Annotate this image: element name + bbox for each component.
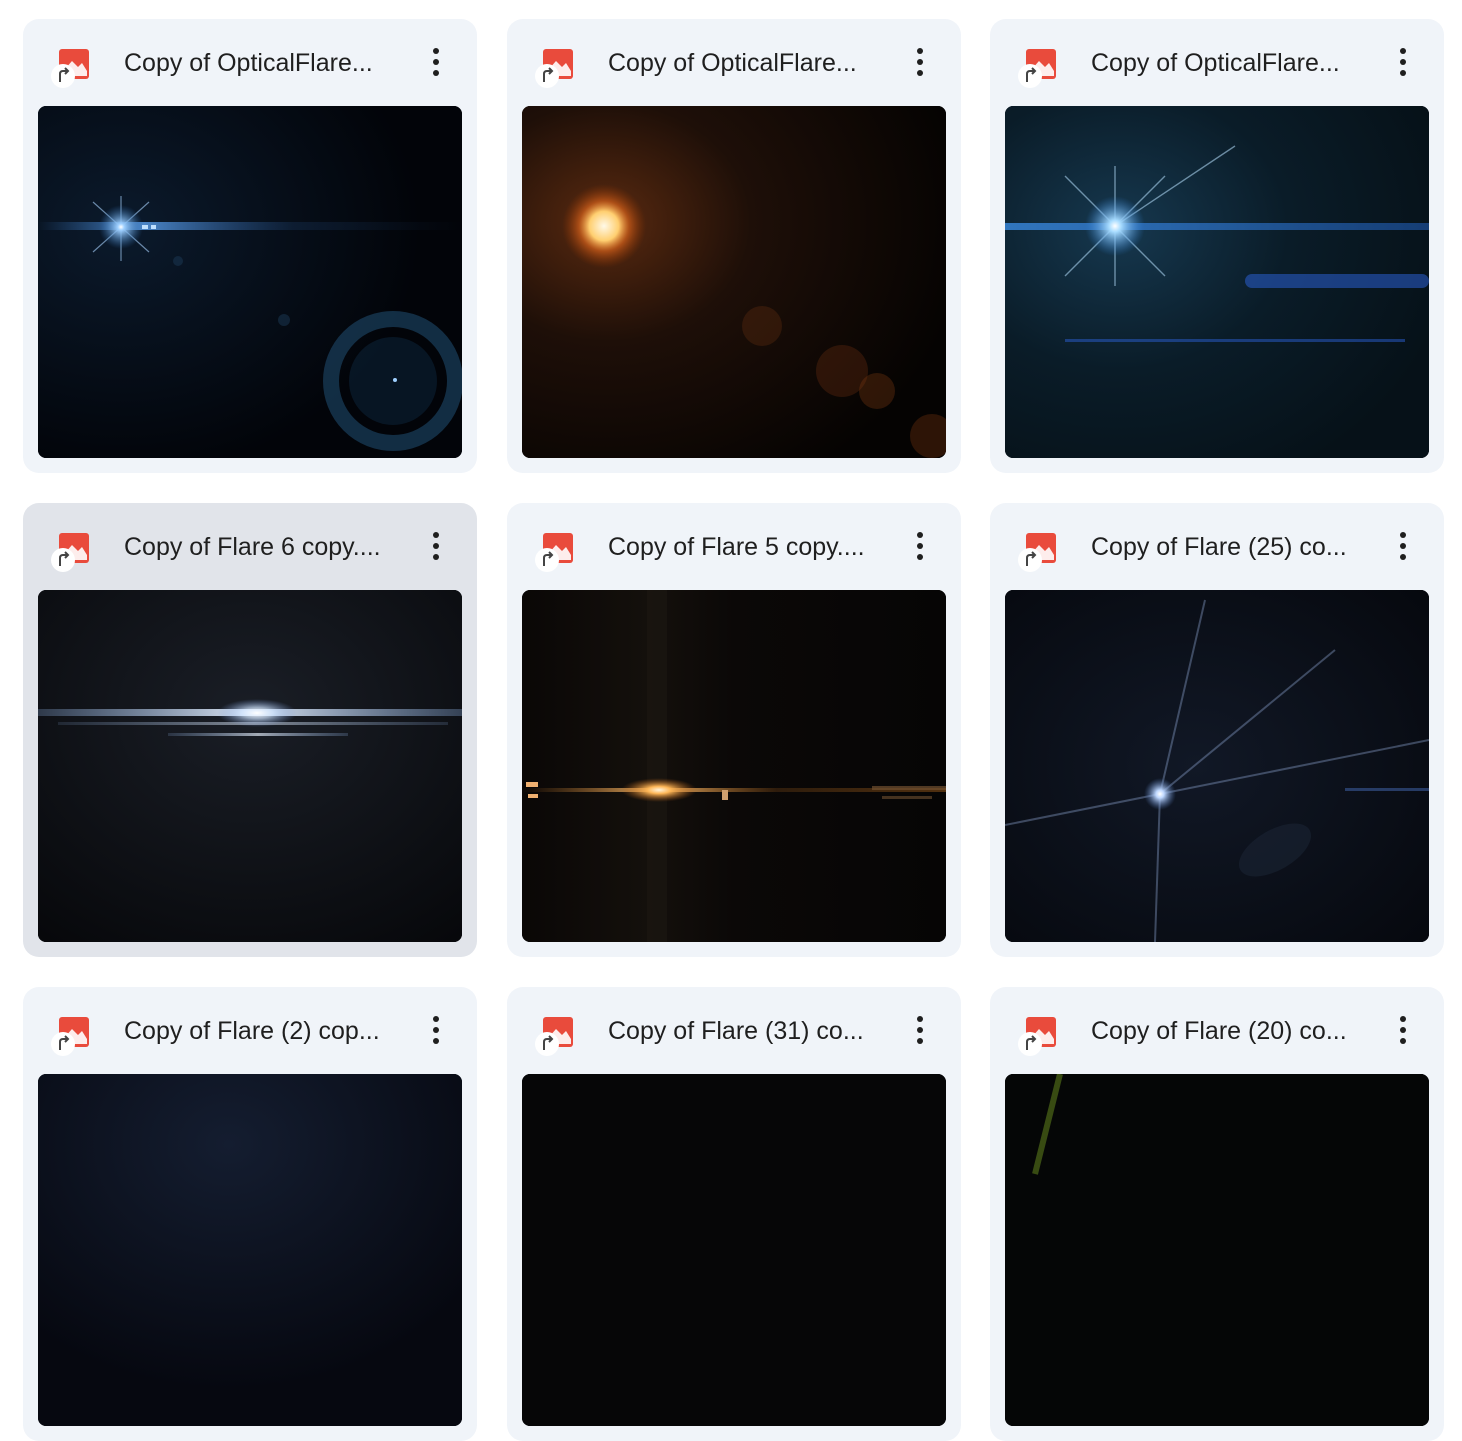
slides-shortcut-icon [531, 531, 575, 575]
more-options-button[interactable] [1386, 43, 1420, 83]
file-grid: Copy of OpticalFlare... [23, 19, 1444, 1441]
file-title: Copy of OpticalFlare... [608, 49, 857, 77]
more-options-button[interactable] [1386, 1011, 1420, 1051]
file-card[interactable]: Copy of OpticalFlare... [990, 19, 1444, 473]
file-card[interactable]: Copy of OpticalFlare... [507, 19, 961, 473]
file-thumbnail [522, 1074, 946, 1426]
file-thumbnail [1005, 1074, 1429, 1426]
file-thumbnail [38, 1074, 462, 1426]
file-thumbnail [1005, 106, 1429, 458]
more-options-button[interactable] [903, 43, 937, 83]
file-card-header: Copy of Flare (2) cop... [23, 987, 477, 1075]
slides-shortcut-icon [531, 47, 575, 91]
file-card-header: Copy of Flare 6 copy.... [23, 503, 477, 591]
file-title: Copy of Flare (2) cop... [124, 1017, 380, 1045]
file-card[interactable]: Copy of Flare 5 copy.... [507, 503, 961, 957]
more-options-button[interactable] [419, 43, 453, 83]
file-thumbnail [38, 590, 462, 942]
file-thumbnail [522, 106, 946, 458]
file-title: Copy of Flare (25) co... [1091, 533, 1347, 561]
file-thumbnail [38, 106, 462, 458]
file-card-header: Copy of OpticalFlare... [507, 19, 961, 107]
file-card[interactable]: Copy of Flare (2) cop... [23, 987, 477, 1441]
file-card-header: Copy of OpticalFlare... [23, 19, 477, 107]
slides-shortcut-icon [1014, 1015, 1058, 1059]
file-thumbnail [522, 590, 946, 942]
slides-shortcut-icon [47, 47, 91, 91]
file-card[interactable]: Copy of Flare (31) co... [507, 987, 961, 1441]
file-title: Copy of Flare (31) co... [608, 1017, 864, 1045]
file-title: Copy of Flare 6 copy.... [124, 533, 381, 561]
file-card-header: Copy of Flare (31) co... [507, 987, 961, 1075]
file-card[interactable]: Copy of Flare 6 copy.... [23, 503, 477, 957]
file-card-header: Copy of Flare (20) co... [990, 987, 1444, 1075]
file-card-header: Copy of Flare 5 copy.... [507, 503, 961, 591]
file-title: Copy of Flare (20) co... [1091, 1017, 1347, 1045]
slides-shortcut-icon [1014, 531, 1058, 575]
file-card[interactable]: Copy of Flare (20) co... [990, 987, 1444, 1441]
file-thumbnail [1005, 590, 1429, 942]
file-card[interactable]: Copy of Flare (25) co... [990, 503, 1444, 957]
slides-shortcut-icon [47, 531, 91, 575]
more-options-button[interactable] [419, 1011, 453, 1051]
file-title: Copy of Flare 5 copy.... [608, 533, 865, 561]
file-card-header: Copy of OpticalFlare... [990, 19, 1444, 107]
more-options-button[interactable] [1386, 527, 1420, 567]
file-card[interactable]: Copy of OpticalFlare... [23, 19, 477, 473]
more-options-button[interactable] [419, 527, 453, 567]
slides-shortcut-icon [531, 1015, 575, 1059]
slides-shortcut-icon [47, 1015, 91, 1059]
more-options-button[interactable] [903, 1011, 937, 1051]
file-title: Copy of OpticalFlare... [124, 49, 373, 77]
slides-shortcut-icon [1014, 47, 1058, 91]
file-card-header: Copy of Flare (25) co... [990, 503, 1444, 591]
more-options-button[interactable] [903, 527, 937, 567]
file-title: Copy of OpticalFlare... [1091, 49, 1340, 77]
